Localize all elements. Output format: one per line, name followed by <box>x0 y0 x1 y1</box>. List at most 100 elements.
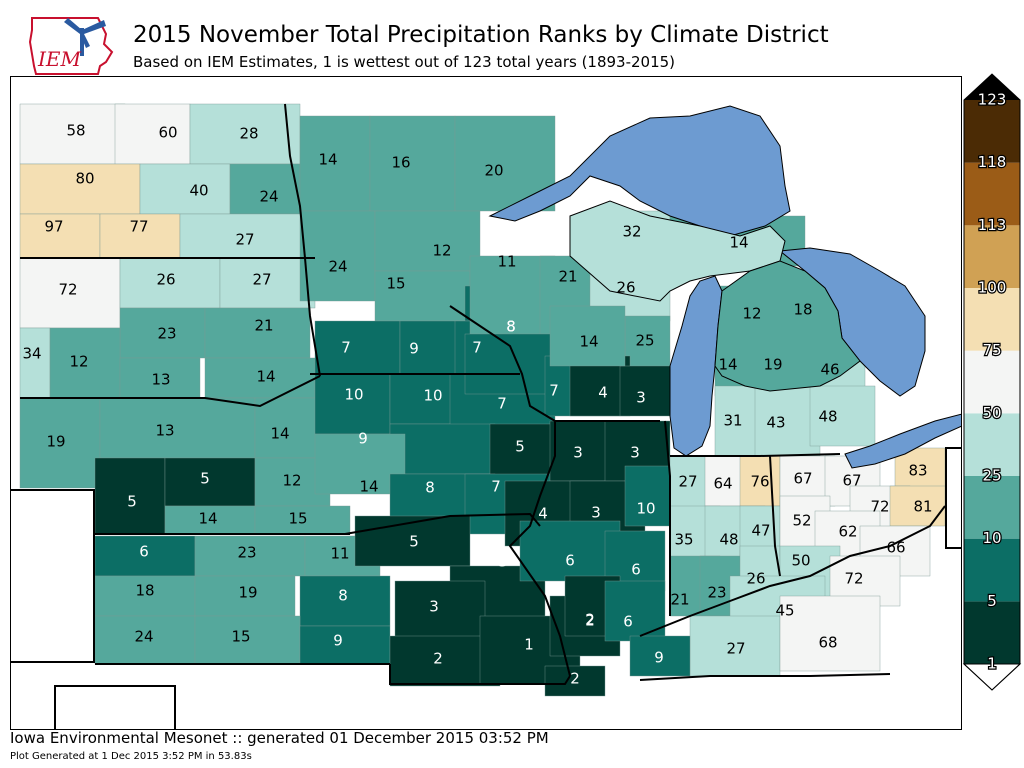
district-rank-label: 3 <box>429 598 439 616</box>
district-fill <box>19 327 51 399</box>
district-rank-label: 3 <box>636 389 646 407</box>
colorbar-level-label: 1 <box>987 655 997 673</box>
district-rank-label: 47 <box>751 522 770 540</box>
district-rank-label: 4 <box>598 384 608 402</box>
district-fill <box>194 535 306 577</box>
district-rank-label: 24 <box>259 188 278 206</box>
district-fill <box>314 320 401 375</box>
colorbar-level-label: 25 <box>982 467 1001 485</box>
district-fill <box>549 305 626 367</box>
outside-area-southwest <box>54 685 176 730</box>
colorbar-outline <box>963 73 1021 691</box>
district-fill <box>219 257 316 309</box>
outside-area-east <box>945 447 962 549</box>
iem-logo: IEM <box>28 17 114 75</box>
district-rank-label: 64 <box>713 475 732 493</box>
district-fill <box>754 385 821 457</box>
district-rank-label: 27 <box>726 640 745 658</box>
colorbar-level-label: 10 <box>982 529 1001 547</box>
district-fill <box>604 580 666 642</box>
district-rank-label: 21 <box>254 317 273 335</box>
district-rank-label: 5 <box>200 470 210 488</box>
district-fill <box>369 115 456 212</box>
district-rank-label: 80 <box>75 170 94 188</box>
district-fill <box>164 505 256 535</box>
outside-area-west <box>10 489 95 663</box>
map-title: 2015 November Total Precipitation Ranks … <box>133 22 829 48</box>
district-rank-label: 48 <box>719 531 738 549</box>
district-fill <box>254 505 351 535</box>
district-rank-label: 12 <box>742 305 761 323</box>
district-rank-label: 76 <box>750 473 769 491</box>
district-rank-label: 10 <box>344 386 363 404</box>
district-fill <box>354 515 471 567</box>
district-fill <box>689 615 781 677</box>
district-rank-label: 7 <box>472 339 482 357</box>
district-rank-label: 15 <box>386 275 405 293</box>
district-rank-label: 21 <box>558 268 577 286</box>
colorbar-level-label: 113 <box>978 216 1007 234</box>
district-rank-label: 23 <box>707 584 726 602</box>
district-fill <box>489 423 561 480</box>
district-rank-label: 25 <box>635 332 654 350</box>
district-fill <box>619 365 671 417</box>
district-rank-label: 18 <box>793 301 812 319</box>
colorbar-level-label: 100 <box>978 279 1007 297</box>
district-rank-label: 3 <box>573 444 583 462</box>
border-sd-ne <box>20 375 321 408</box>
district-rank-label: 28 <box>239 125 258 143</box>
district-rank-label: 11 <box>330 545 349 563</box>
district-rank-label: 23 <box>157 325 176 343</box>
district-fill <box>374 210 481 272</box>
district-rank-label: 6 <box>139 543 149 561</box>
district-rank-label: 23 <box>237 544 256 562</box>
district-rank-label: 27 <box>252 271 271 289</box>
district-fill <box>624 315 671 372</box>
district-rank-label: 12 <box>432 242 451 260</box>
district-fill <box>389 423 496 475</box>
district-rank-label: 46 <box>820 361 839 379</box>
outside-domain <box>10 447 962 730</box>
district-fill <box>119 257 221 309</box>
footer-plot-time: Plot Generated at 1 Dec 2015 3:52 PM in … <box>10 751 252 762</box>
district-fill <box>19 397 101 489</box>
district-rank-label: 34 <box>22 345 41 363</box>
district-rank-label: 5 <box>127 493 137 511</box>
district-rank-label: 14 <box>318 151 337 169</box>
district-rank-label: 12 <box>282 472 301 490</box>
district-rank-label: 45 <box>775 602 794 620</box>
district-fill <box>19 257 121 329</box>
district-fill <box>94 575 196 617</box>
district-rank-label: 8 <box>425 479 435 497</box>
district-rank-label: 9 <box>358 430 368 448</box>
district-fill <box>139 163 231 215</box>
district-rank-label: 26 <box>746 570 765 588</box>
district-rank-label: 14 <box>729 234 748 252</box>
district-fill <box>119 357 201 399</box>
district-rank-label: 5 <box>409 533 419 551</box>
district-fill <box>49 327 121 399</box>
district-fill <box>164 457 256 507</box>
district-fill <box>189 103 301 165</box>
district-rank-label: 12 <box>69 353 88 371</box>
district-rank-label: 4 <box>538 505 548 523</box>
logo-text: IEM <box>37 47 82 71</box>
border-ky-tn <box>639 673 891 681</box>
district-fill <box>779 595 881 672</box>
lake-erie <box>844 413 962 469</box>
district-rank-label: 8 <box>506 318 516 336</box>
colorbar-segment <box>964 350 1020 414</box>
district-fill <box>179 213 306 259</box>
land-overlays <box>569 200 861 392</box>
district-fill <box>229 163 301 215</box>
colorbar-segments <box>962 73 1022 691</box>
district-rank-label: 1 <box>524 636 534 654</box>
district-rank-label: 24 <box>328 258 347 276</box>
footer-generated: Iowa Environmental Mesonet :: generated … <box>10 729 549 747</box>
district-rank-label: 14 <box>198 510 217 528</box>
district-fill <box>299 210 376 302</box>
district-rank-label: 7 <box>491 478 501 496</box>
great-lakes <box>488 105 962 469</box>
colorbar-labels: 1 5 10 25 50 75 100 113 118 123 <box>976 89 1007 673</box>
